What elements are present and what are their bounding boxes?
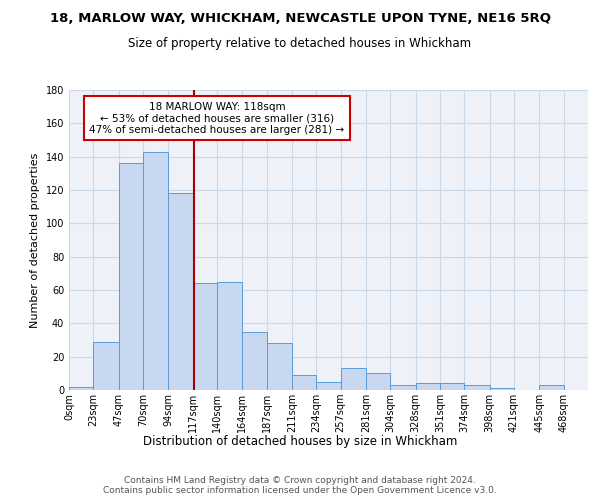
Bar (341, 368, 366, 390)
Bar (169, 194, 193, 390)
Bar (94, 342, 119, 390)
Text: 18, MARLOW WAY, WHICKHAM, NEWCASTLE UPON TYNE, NE16 5RQ: 18, MARLOW WAY, WHICKHAM, NEWCASTLE UPON… (49, 12, 551, 26)
Bar (366, 374, 391, 390)
Text: Size of property relative to detached houses in Whickham: Size of property relative to detached ho… (128, 38, 472, 51)
Text: 18 MARLOW WAY: 118sqm
← 53% of detached houses are smaller (316)
47% of semi-det: 18 MARLOW WAY: 118sqm ← 53% of detached … (89, 102, 344, 135)
Bar (391, 385, 416, 390)
Bar (217, 282, 242, 390)
Bar (193, 284, 217, 390)
Y-axis label: Number of detached properties: Number of detached properties (30, 152, 40, 328)
Bar (266, 344, 292, 390)
Bar (292, 375, 316, 390)
Bar (539, 385, 563, 390)
Bar (69, 386, 94, 390)
Bar (119, 164, 143, 390)
Bar (143, 152, 169, 390)
Bar (490, 388, 514, 390)
Bar (440, 384, 464, 390)
Text: Contains HM Land Registry data © Crown copyright and database right 2024.
Contai: Contains HM Land Registry data © Crown c… (103, 476, 497, 495)
Bar (316, 382, 341, 390)
Text: Distribution of detached houses by size in Whickham: Distribution of detached houses by size … (143, 435, 457, 448)
Bar (416, 384, 440, 390)
Bar (464, 385, 490, 390)
Bar (242, 332, 266, 390)
